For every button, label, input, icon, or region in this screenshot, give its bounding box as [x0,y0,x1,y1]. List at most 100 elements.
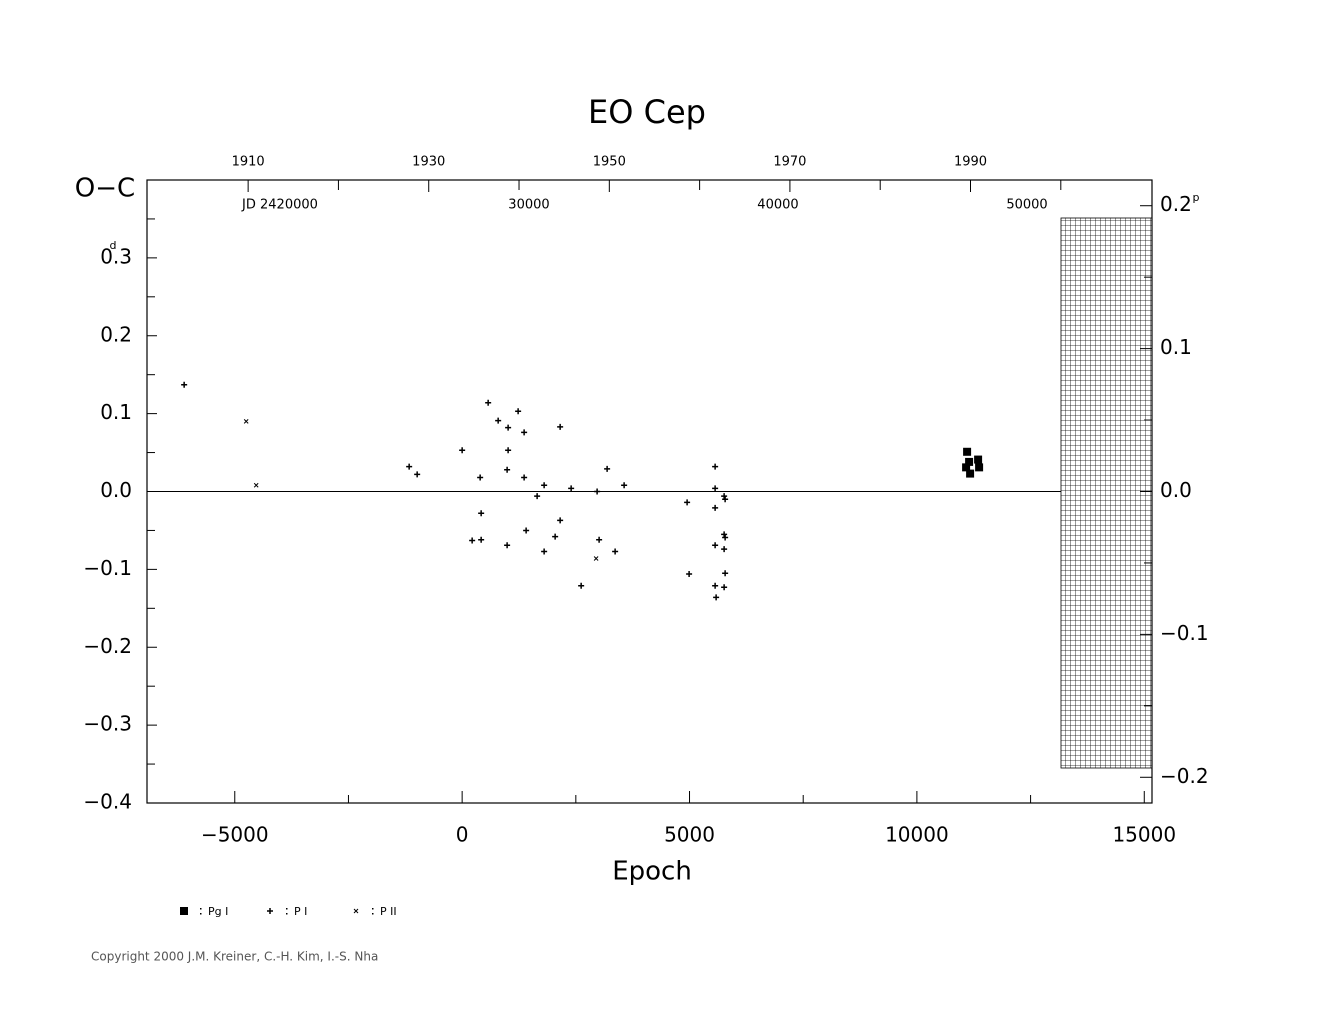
y2-tick-label: 0.2 [1160,192,1192,216]
legend-colon [286,913,288,915]
legend-colon [200,913,202,915]
y-tick-label: −0.4 [83,790,132,814]
point-plus [604,465,611,472]
point-plus [722,534,729,541]
y2-tick-label: 0.0 [1160,478,1192,502]
point-plus [541,482,548,489]
point-plus [521,429,528,436]
point-square [975,463,984,472]
y-tick-label: −0.3 [83,712,132,736]
point-plus [505,424,512,431]
point-plus [684,499,691,506]
y2-tick-label: 0.1 [1160,335,1192,359]
point-square [974,455,983,464]
point-plus [612,548,619,555]
jd-tick-label: 50000 [1006,198,1047,213]
legend-colon [286,908,288,910]
point-cross [593,556,599,561]
point-plus [721,493,728,500]
y-tick-label: 0.0 [100,478,132,502]
year-tick-label: 1950 [593,155,626,170]
point-plus [478,510,485,517]
y-tick-label: −0.1 [83,556,132,580]
year-tick-label: 1990 [954,155,987,170]
point-plus [534,493,541,500]
point-square [962,463,971,472]
legend-colon [372,913,374,915]
point-plus [505,447,512,454]
x-tick-label: −5000 [201,823,269,847]
legend-label: P II [380,905,397,918]
y-tick-label: 0.3 [100,244,132,268]
legend-colon [372,908,374,910]
x-axis-label: Epoch [612,857,692,887]
point-plus [459,447,466,454]
point-plus [712,504,719,511]
point-plus [504,466,511,473]
legend-label: Pg I [208,905,228,918]
point-plus [504,542,511,549]
hatched-area [1060,217,1153,769]
point-plus [712,542,719,549]
point-plus [578,582,585,589]
x-tick-label: 10000 [885,823,949,847]
year-tick-label: 1930 [412,155,445,170]
point-plus [478,536,485,543]
point-plus [469,537,476,544]
y-tick-label: 0.2 [100,322,132,346]
y-tick-label: 0.1 [100,400,132,424]
point-plus [686,571,693,578]
point-plus [557,423,564,430]
point-plus [414,471,421,478]
x-tick-label: 0 [456,823,469,847]
point-plus [712,582,719,589]
chart-title: EO Cep [588,93,706,131]
point-cross [253,482,259,488]
point-plus [712,463,719,470]
point-square [965,457,974,466]
point-plus [557,517,564,524]
point-plus [721,531,728,538]
point-plus [181,381,188,388]
legend-marker [267,908,273,914]
y-tick-label: −0.2 [83,634,132,658]
y-unit: d [110,239,117,252]
point-plus [523,527,530,534]
year-tick-label: 1910 [232,155,265,170]
point-plus [594,488,601,495]
point-plus [552,533,559,540]
point-plus [485,399,492,406]
point-cross [243,419,249,424]
point-plus [712,485,719,492]
point-plus [721,584,728,591]
point-plus [568,485,575,492]
copyright: Copyright 2000 J.M. Kreiner, C.-H. Kim, … [91,950,378,964]
y-axis-label: O−C [75,174,135,204]
jd-tick-label: 30000 [508,198,549,213]
legend-colon [200,908,202,910]
x-tick-label: 15000 [1112,823,1176,847]
point-plus [722,496,729,503]
point-plus [721,546,728,553]
point-plus [521,474,528,481]
point-plus [621,482,628,489]
legend-marker [180,907,188,915]
point-square [966,469,975,478]
point-plus [477,474,484,481]
point-plus [406,463,413,470]
legend-marker [353,908,359,914]
point-plus [722,570,729,577]
point-plus [515,408,522,415]
y2-tick-label: −0.1 [1160,621,1209,645]
point-plus [596,536,603,543]
point-plus [541,548,548,555]
y2-unit: p [1193,191,1200,204]
year-tick-label: 1970 [773,155,806,170]
legend-label: P I [294,905,307,918]
point-plus [713,594,720,601]
jd-tick-label: JD 2420000 [241,198,318,213]
x-tick-label: 5000 [664,823,715,847]
y2-tick-label: −0.2 [1160,764,1209,788]
